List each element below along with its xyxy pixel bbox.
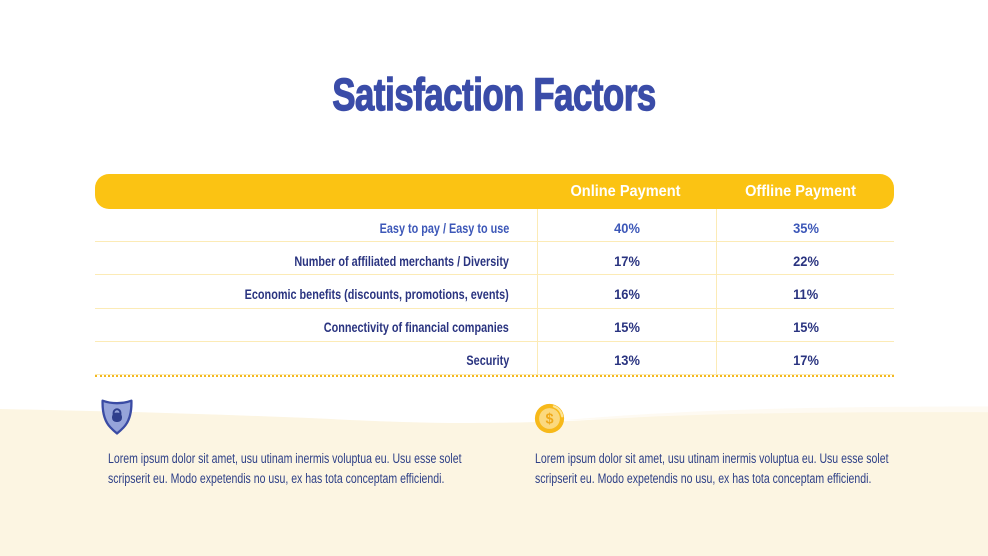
svg-text:$: $ (545, 412, 553, 428)
